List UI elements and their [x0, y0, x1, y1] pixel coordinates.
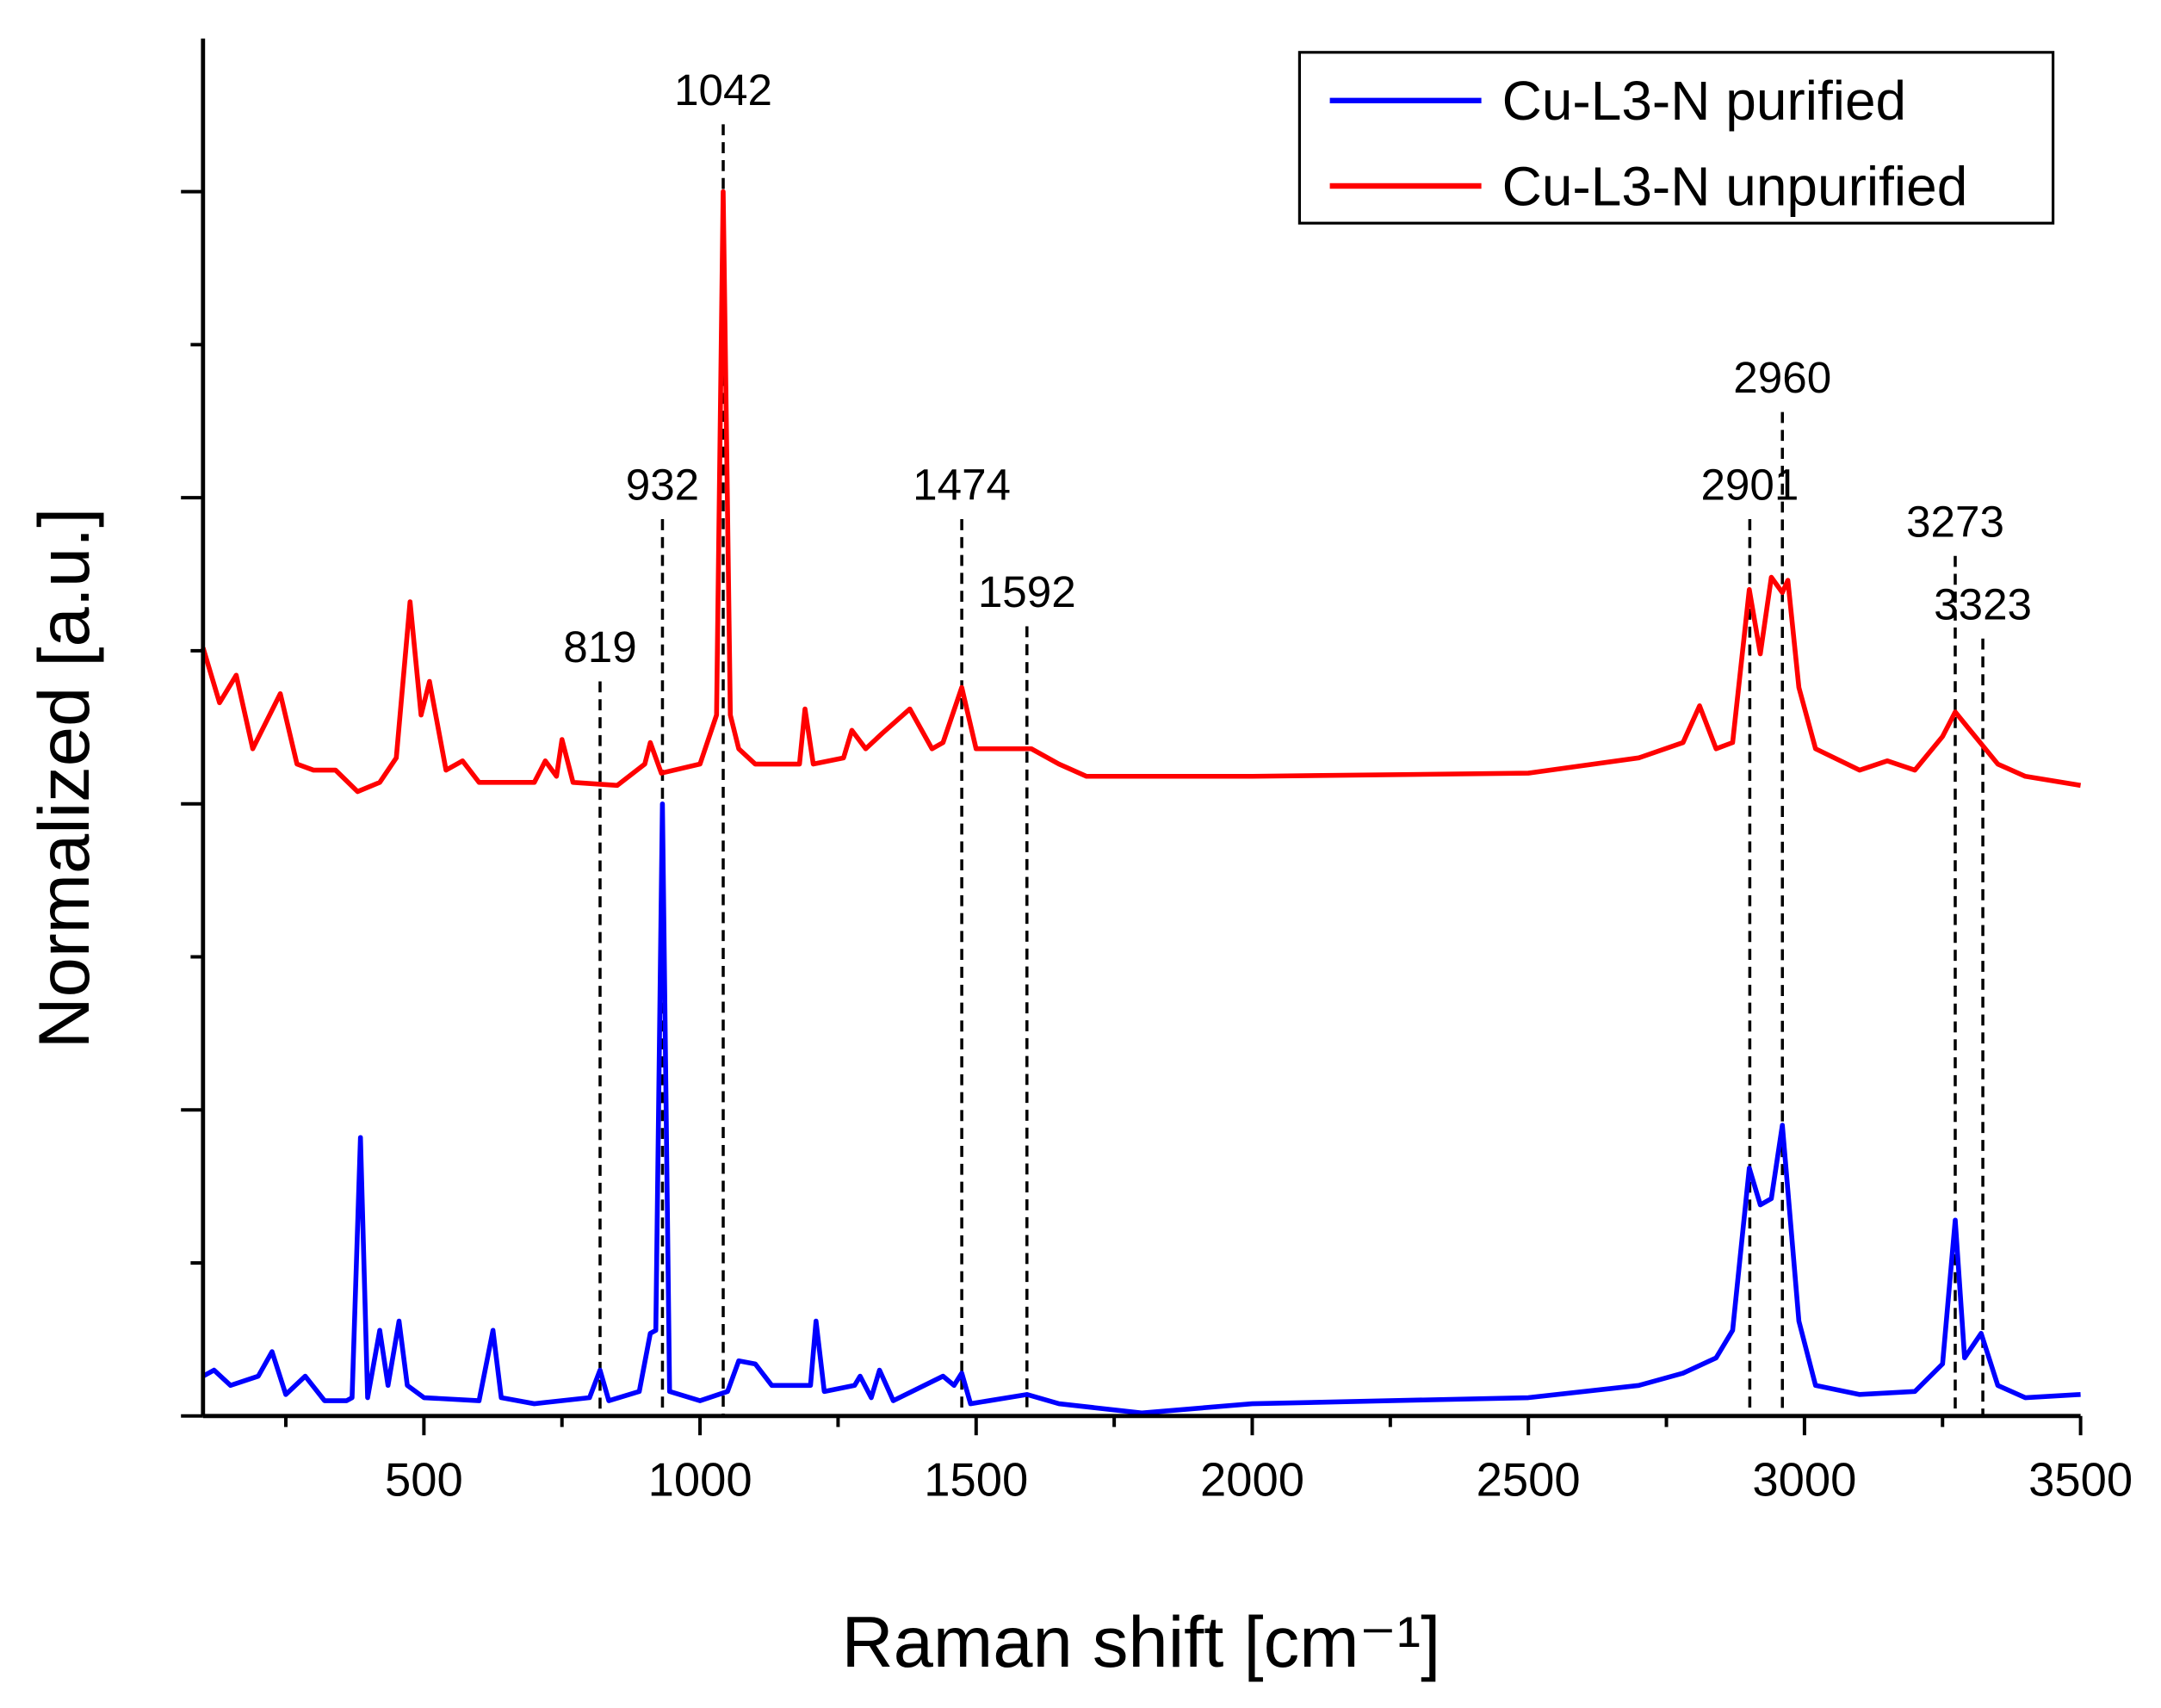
legend-label: Cu-L3-N purified — [1502, 70, 1907, 132]
annotation-label: 932 — [626, 461, 699, 510]
annotation-label: 3273 — [1906, 497, 2004, 546]
x-tick-label: 2000 — [1200, 1454, 1304, 1507]
x-axis-label: Raman shift [cm⁻¹] — [842, 1602, 1441, 1682]
annotation-label: 2901 — [1700, 461, 1799, 510]
x-tick-label: 3000 — [1752, 1454, 1856, 1507]
legend-box — [1297, 51, 2055, 225]
y-axis-label: Normalized [a.u.] — [24, 508, 104, 1049]
annotation-label: 1592 — [978, 567, 1076, 616]
annotation-label: 2960 — [1733, 353, 1831, 402]
x-tick-label: 1500 — [924, 1454, 1028, 1507]
x-tick-label: 2500 — [1477, 1454, 1581, 1507]
x-tick-label: 3500 — [2028, 1454, 2133, 1507]
annotation-label: 1042 — [674, 65, 772, 114]
data-line — [201, 801, 2081, 1416]
annotation-label: 1474 — [913, 461, 1011, 510]
x-tick-label: 500 — [385, 1454, 463, 1507]
annotation-label: 819 — [563, 622, 636, 671]
x-tick-label: 1000 — [648, 1454, 752, 1507]
legend-label: Cu-L3-N unpurified — [1502, 155, 1968, 217]
annotation-label: 3323 — [1934, 579, 2032, 628]
data-line — [201, 189, 2082, 795]
